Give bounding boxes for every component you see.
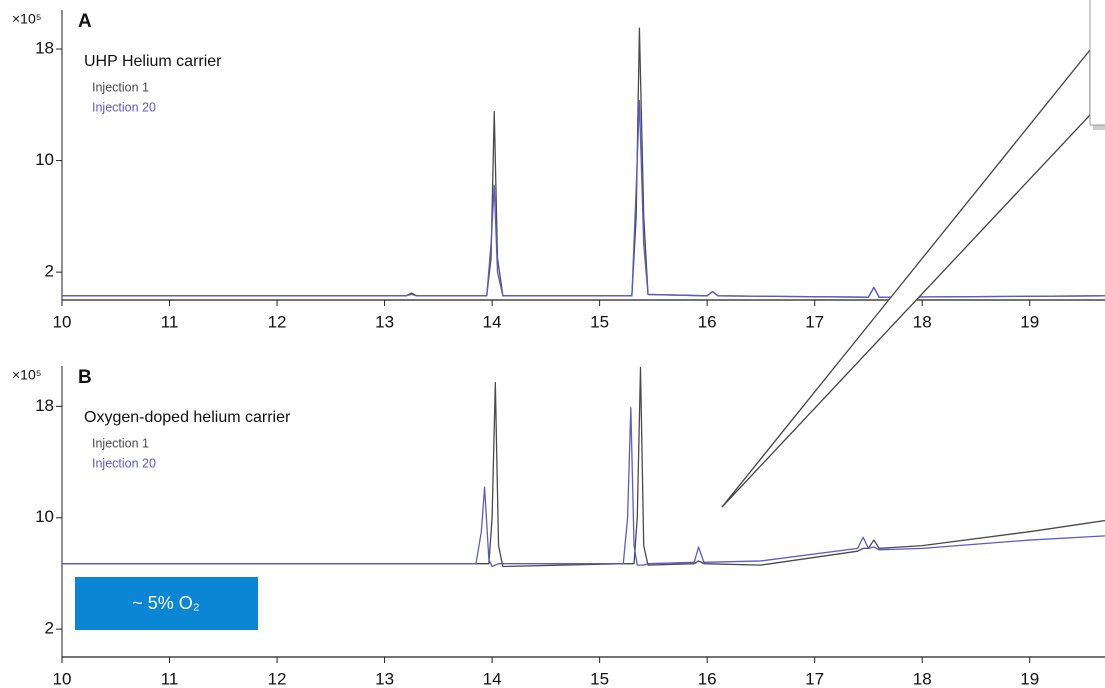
trace — [62, 99, 1105, 298]
trace — [62, 407, 1105, 568]
x-tick-label: 12 — [268, 312, 287, 331]
y-tick-label: 18 — [35, 39, 54, 58]
trace — [62, 366, 1105, 568]
y-tick-label: 10 — [35, 507, 54, 526]
x-tick-label: 15 — [590, 312, 609, 331]
x-tick-label: 11 — [161, 312, 179, 331]
y-tick-label: 18 — [35, 396, 54, 415]
panel-title: Oxygen-doped helium carrier — [84, 409, 291, 426]
x-tick-label: 13 — [375, 312, 394, 331]
x-tick-label: 14 — [483, 669, 502, 688]
x-tick-label: 17 — [805, 669, 824, 688]
legend-entry: Injection 20 — [92, 100, 156, 114]
annotation-box — [75, 577, 258, 630]
x-tick-label: 18 — [913, 312, 932, 331]
y-tick-label: 2 — [45, 262, 54, 281]
x-tick-label: 18 — [913, 669, 932, 688]
panel-label: B — [78, 367, 92, 388]
legend-entry: Injection 1 — [92, 80, 149, 94]
x-tick-label: 17 — [805, 312, 824, 331]
x-tick-label: 10 — [53, 312, 72, 331]
panel-title: UHP Helium carrier — [84, 53, 222, 70]
y-tick-label: 10 — [35, 150, 54, 169]
x-tick-label: 19 — [1020, 312, 1039, 331]
legend-entry: Injection 1 — [92, 436, 149, 450]
legend-entry: Injection 20 — [92, 456, 156, 470]
x-tick-label: 11 — [161, 669, 179, 688]
callout-pointer — [721, 48, 1091, 508]
x-tick-label: 10 — [53, 669, 72, 688]
y-tick-label: 2 — [45, 619, 54, 638]
y-unit: ×10⁵ — [12, 11, 42, 27]
x-tick-label: 19 — [1020, 669, 1039, 688]
x-tick-label: 16 — [698, 669, 717, 688]
panel-label: A — [78, 11, 92, 32]
annotation-text: ~ 5% O₂ — [132, 593, 200, 613]
x-tick-label: 12 — [268, 669, 287, 688]
x-tick-label: 15 — [590, 669, 609, 688]
callout-box — [1089, 0, 1105, 126]
y-unit: ×10⁵ — [12, 367, 42, 383]
x-tick-label: 14 — [483, 312, 502, 331]
x-tick-label: 13 — [375, 669, 394, 688]
x-tick-label: 16 — [698, 312, 717, 331]
